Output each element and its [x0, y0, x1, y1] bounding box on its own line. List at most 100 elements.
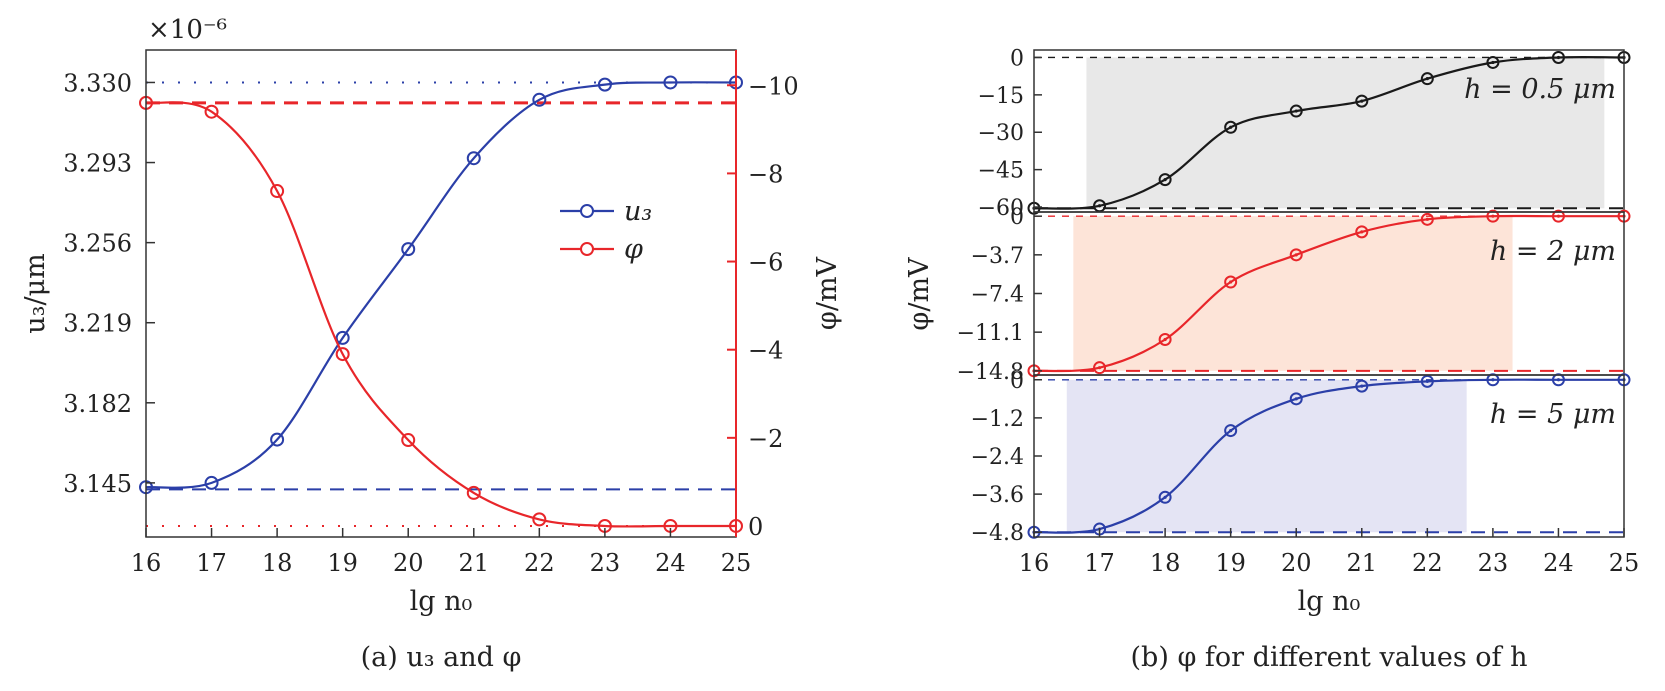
x-tick-label: 24 [1543, 549, 1574, 577]
right-tick-label: −10 [748, 72, 799, 100]
right-tick-label: 0 [748, 513, 763, 541]
x-tick-label: 25 [1609, 549, 1640, 577]
chart-b: 0 −15 −30 −45 −60 h = 0.5 μm 0 −3.7 −7.4 −11.1 −14… [904, 46, 1639, 673]
y-tick-label: −45 [978, 159, 1024, 184]
panel-frame [1033, 374, 1625, 538]
data-point-center [1360, 384, 1364, 388]
data-point [1093, 361, 1107, 375]
data-point [532, 92, 547, 107]
data-point-center [1425, 217, 1429, 221]
legend-label: φ [624, 234, 643, 265]
data-point-center [1097, 366, 1102, 370]
x-tick-label: 20 [393, 549, 424, 577]
data-point [1551, 50, 1565, 64]
caption-a: (a) u₃ and φ [361, 642, 522, 673]
x-tick-label: 19 [327, 549, 358, 577]
data-point [597, 77, 612, 92]
y-tick-label: −2.4 [971, 445, 1024, 470]
left-tick-label: 3.145 [63, 470, 132, 498]
panel-label: h = 5 μm [1490, 399, 1616, 430]
x-tick-label: 21 [459, 549, 490, 577]
right-tick-label: −4 [748, 337, 783, 365]
y-tick-label: 0 [1010, 205, 1024, 230]
caption-b: (b) φ for different values of h [1131, 642, 1528, 673]
data-point [1224, 424, 1238, 438]
y-axis-label: φ/mV [904, 257, 935, 331]
right-tick-label: −8 [748, 160, 783, 188]
x-tick-label: 17 [196, 549, 227, 577]
data-point-center [1425, 379, 1429, 383]
series-line [1033, 56, 1625, 210]
data-point [1289, 248, 1303, 262]
data-point [1289, 392, 1303, 406]
data-point-center [1163, 337, 1167, 342]
data-point [1420, 212, 1434, 226]
y-tick-label: −4.8 [971, 521, 1024, 546]
series-line [1033, 378, 1624, 534]
left-tick-label: 3.256 [63, 230, 132, 258]
y-tick-label: −11.1 [957, 321, 1024, 346]
axis-multiplier: ×10⁻⁶ [148, 15, 227, 45]
data-point-center [1097, 204, 1102, 208]
data-point [401, 433, 416, 448]
y-tick-label: 0 [1010, 46, 1024, 71]
data-point-center [1491, 60, 1495, 65]
left-tick-label: 3.219 [63, 310, 132, 338]
data-point [1355, 225, 1369, 239]
data-point [1551, 209, 1565, 223]
chart-a: 16 17 18 19 20 21 22 23 24 25 3.145 3.182 3.219 3.256… [20, 15, 843, 673]
series-line [145, 81, 737, 489]
series-line [1033, 214, 1624, 373]
y-tick-label: −14.8 [957, 360, 1024, 385]
data-point [1158, 173, 1172, 187]
x-tick-label: 17 [1084, 549, 1115, 577]
shaded-region [1066, 379, 1467, 533]
data-point [1289, 104, 1303, 118]
x-tick-label: 24 [655, 549, 686, 577]
x-tick-label: 16 [1019, 549, 1050, 577]
right-tick-label: −6 [748, 249, 783, 277]
data-point [663, 75, 678, 90]
data-point-center [1294, 109, 1298, 113]
x-tick-label: 23 [590, 549, 621, 577]
y-tick-label: −60 [978, 196, 1024, 221]
shaded-region [1086, 57, 1605, 209]
left-axis-label: u₃/μm [20, 253, 51, 333]
shaded-region [1073, 216, 1513, 371]
data-point [1420, 72, 1434, 86]
data-point [466, 151, 481, 166]
data-point-center [1229, 428, 1233, 433]
y-tick-label: −1.2 [971, 407, 1024, 432]
data-point-center [1163, 495, 1167, 499]
data-point-center [1360, 99, 1364, 103]
right-tick-label: −2 [748, 425, 783, 453]
data-point-center [1556, 55, 1561, 60]
x-tick-label: 22 [1412, 549, 1443, 577]
data-point [532, 512, 547, 527]
data-point-center [1360, 230, 1364, 234]
data-point [1355, 379, 1369, 393]
right-axis-label: φ/mV [812, 256, 843, 330]
panel-label: h = 0.5 μm [1464, 74, 1616, 105]
x-tick-label: 20 [1281, 549, 1312, 577]
x-tick-label: 21 [1347, 549, 1378, 577]
data-point [1224, 275, 1238, 289]
x-tick-label: 22 [524, 549, 555, 577]
x-tick-label: 16 [131, 549, 162, 577]
legend-marker [580, 242, 594, 256]
data-point [1158, 490, 1172, 504]
data-point [204, 104, 219, 119]
data-point [204, 475, 219, 490]
data-point-center [1229, 280, 1233, 284]
left-tick-label: 3.182 [63, 390, 132, 418]
plot-frame-a [145, 49, 737, 538]
data-point [1486, 209, 1500, 223]
data-point [335, 330, 350, 345]
data-point [466, 485, 481, 500]
y-tick-label: −15 [978, 84, 1024, 109]
data-point-center [1163, 178, 1167, 182]
panel-label: h = 2 μm [1490, 236, 1616, 267]
y-tick-label: −7.4 [971, 283, 1024, 308]
y-tick-label: −3.7 [971, 244, 1024, 269]
